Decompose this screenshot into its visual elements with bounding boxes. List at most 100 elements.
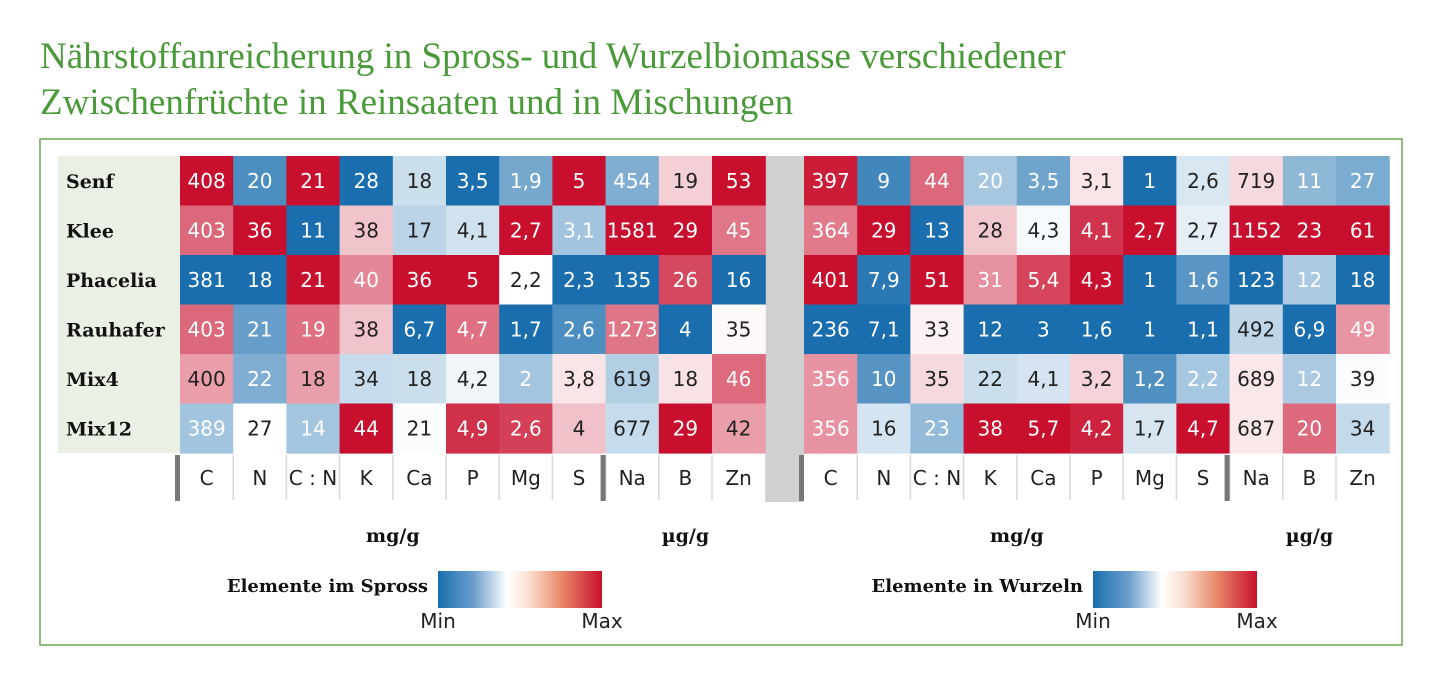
heatmap-cell-value: 403 <box>188 218 226 242</box>
heatmap-cell-value: 397 <box>812 169 850 193</box>
column-label-0-3: K <box>360 466 374 490</box>
heatmap-cell-value: 16 <box>726 268 751 292</box>
heatmap-cells: 4084033814034003892036182122272111211918… <box>180 156 1390 454</box>
heatmap-cell-value: 31 <box>977 268 1002 292</box>
heatmap-cell <box>1123 255 1177 306</box>
heatmap-cell <box>1336 205 1390 256</box>
unit-label-ug: µg/g <box>662 525 709 547</box>
heatmap-cell-value: 4,3 <box>1027 218 1059 242</box>
heatmap-cell-value: 3,5 <box>457 169 489 193</box>
column-label-1-2: C : N <box>913 466 961 490</box>
column-label-0-6: Mg <box>511 466 541 490</box>
heatmap-cell-value: 4,1 <box>1081 218 1113 242</box>
column-label-1-7: S <box>1197 466 1210 490</box>
heatmap-cell <box>552 255 607 306</box>
heatmap-cell <box>712 255 766 306</box>
heatmap-cell-value: 1273 <box>607 317 658 341</box>
row-label-klee: Klee <box>66 220 114 242</box>
heatmap-cell-value: 17 <box>407 218 432 242</box>
heatmap-cell-value: 1,7 <box>510 317 542 341</box>
heatmap-cell <box>605 354 660 405</box>
heatmap-cell-value: 22 <box>977 367 1002 391</box>
heatmap-cell <box>910 255 965 306</box>
heatmap-cell <box>180 255 234 306</box>
heatmap-cell <box>286 205 341 256</box>
heatmap-cell <box>1229 354 1284 405</box>
column-label-0-8: Na <box>619 466 646 490</box>
heatmap-cell <box>446 156 500 207</box>
legends: Elemente im Spross Min Max Elemente in Wurz… <box>227 571 1278 633</box>
heatmap-cell-value: 27 <box>247 416 272 440</box>
row-label-mix4: Mix4 <box>66 369 119 391</box>
column-label-0-0: C <box>200 466 214 490</box>
heatmap-cell <box>658 156 713 207</box>
heatmap-cell-value: 44 <box>924 169 949 193</box>
heatmap-cell <box>233 255 287 306</box>
heatmap-cell <box>286 156 341 207</box>
heatmap-cell <box>1123 156 1177 207</box>
heatmap-cell-value: 18 <box>407 367 432 391</box>
heatmap-cell-value: 21 <box>247 317 272 341</box>
heatmap-cell-value: 689 <box>1237 367 1275 391</box>
heatmap-cell <box>339 205 394 256</box>
heatmap-cell <box>392 354 447 405</box>
heatmap-cell <box>804 403 858 454</box>
heatmap-cell-value: 2,6 <box>510 416 542 440</box>
heatmap-cell <box>392 255 447 306</box>
heatmap-cell <box>1016 354 1071 405</box>
heatmap-cell <box>233 205 287 256</box>
heatmap-cell <box>1229 403 1284 454</box>
row-label-background <box>58 156 180 453</box>
row-label-senf: Senf <box>66 171 116 193</box>
heatmap-cell-value: 687 <box>1237 416 1275 440</box>
heatmap-cell <box>233 354 287 405</box>
heatmap-cell <box>712 205 766 256</box>
column-label-1-5: P <box>1091 466 1103 490</box>
heatmap-cell-value: 1,7 <box>1134 416 1166 440</box>
heatmap-cell-value: 123 <box>1237 268 1275 292</box>
heatmap-cell-value: 619 <box>613 367 651 391</box>
heatmap-cell <box>446 304 500 355</box>
heatmap-cell-value: 401 <box>812 268 850 292</box>
heatmap-cell <box>1123 205 1177 256</box>
heatmap-cell-value: 7,1 <box>868 317 900 341</box>
column-label-1-10: Zn <box>1349 466 1375 490</box>
heatmap-cell-value: 11 <box>1297 169 1322 193</box>
heatmap-cell <box>910 205 965 256</box>
heatmap-cell <box>658 354 713 405</box>
heatmap-cell <box>339 403 394 454</box>
heatmap-cell-value: 14 <box>300 416 325 440</box>
heatmap-cell-value: 135 <box>613 268 651 292</box>
heatmap-cell-value: 26 <box>673 268 698 292</box>
heatmap-cell <box>499 354 553 405</box>
heatmap-cell-value: 2,7 <box>510 218 542 242</box>
heatmap-cell-value: 3 <box>1037 317 1050 341</box>
heatmap-cell <box>1282 354 1337 405</box>
heatmap-cell <box>605 156 660 207</box>
legend-title: Elemente in Wurzeln <box>872 576 1083 597</box>
row-label-phacelia: Phacelia <box>66 270 157 292</box>
heatmap-cell-value: 2,2 <box>510 268 542 292</box>
heatmap-cell <box>233 304 287 355</box>
heatmap-cell-value: 1 <box>1143 268 1156 292</box>
heatmap-cell-value: 236 <box>812 317 850 341</box>
column-label-0-10: Zn <box>725 466 751 490</box>
heatmap-cell-value: 454 <box>613 169 651 193</box>
heatmap-cell-value: 3,5 <box>1027 169 1059 193</box>
heatmap-cell <box>392 156 447 207</box>
heatmap-cell-value: 21 <box>300 268 325 292</box>
heatmap-cell-value: 16 <box>871 416 896 440</box>
column-label-0-4: Ca <box>406 466 432 490</box>
heatmap-cell <box>552 205 607 256</box>
heatmap-cell-value: 29 <box>871 218 896 242</box>
heatmap-cell <box>446 354 500 405</box>
heatmap-cell <box>286 255 341 306</box>
heatmap-cell-value: 28 <box>353 169 378 193</box>
column-label-0-7: S <box>573 466 586 490</box>
heatmap-cell <box>180 354 234 405</box>
heatmap-cell-value: 22 <box>247 367 272 391</box>
unit-labels: mg/g µg/g mg/g µg/g <box>366 525 1333 547</box>
heatmap-cell <box>1336 403 1390 454</box>
heatmap-cell <box>804 304 858 355</box>
